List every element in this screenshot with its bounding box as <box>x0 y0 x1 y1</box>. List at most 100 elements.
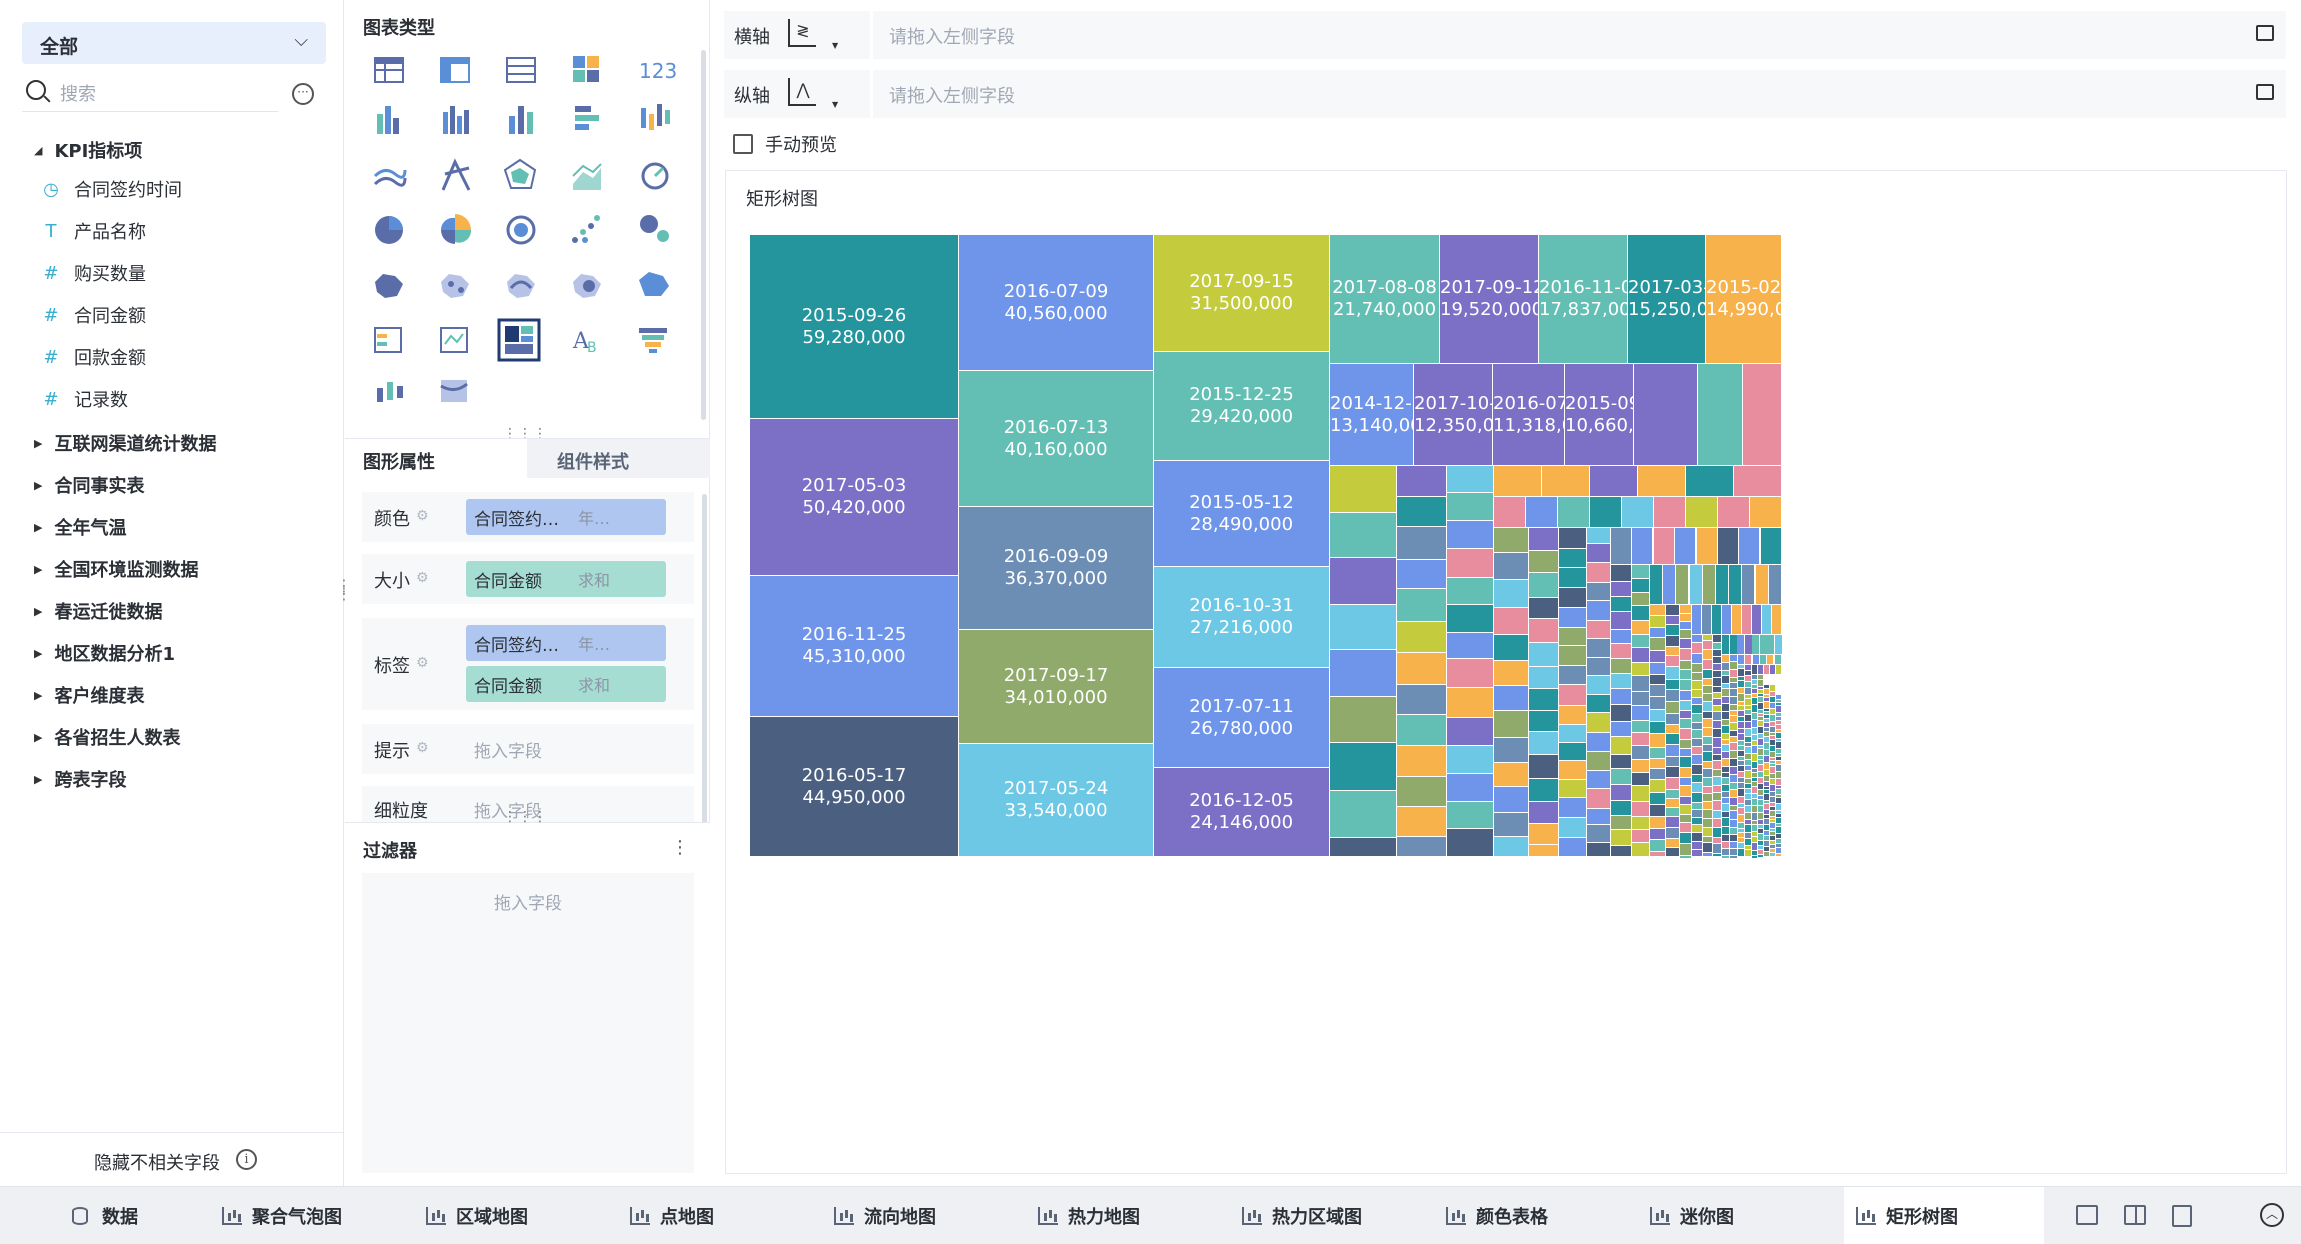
treemap-node[interactable] <box>1559 725 1587 743</box>
treemap-node[interactable] <box>1666 625 1680 636</box>
treemap-node[interactable] <box>1559 549 1587 568</box>
treemap-node[interactable] <box>1752 821 1758 825</box>
treemap-node[interactable] <box>1738 778 1745 783</box>
mini-chart-icon[interactable] <box>440 327 468 353</box>
prop-granularity-row[interactable]: 细粒度 拖入字段 <box>362 786 694 822</box>
treemap-node[interactable] <box>1764 698 1770 702</box>
treemap-node[interactable] <box>1722 842 1730 849</box>
treemap-node[interactable] <box>1752 680 1758 685</box>
treemap-node[interactable] <box>1632 760 1650 773</box>
treemap-node[interactable] <box>1752 806 1758 813</box>
treemap-node[interactable] <box>1632 528 1653 565</box>
treemap-node[interactable] <box>1692 793 1703 803</box>
treemap-node[interactable] <box>1722 785 1730 792</box>
treemap-node[interactable] <box>1776 834 1782 839</box>
treemap-node[interactable] <box>1776 811 1782 814</box>
treemap-node[interactable]: 2017-05-03 50,420,000 <box>750 419 959 576</box>
treemap-node[interactable] <box>1703 787 1713 794</box>
treemap-node[interactable] <box>1698 364 1743 466</box>
treemap-node[interactable] <box>1703 670 1713 679</box>
treemap-node[interactable] <box>1730 856 1738 859</box>
treemap-node[interactable] <box>1730 705 1738 711</box>
treemap-node[interactable] <box>1770 727 1776 733</box>
treemap-node[interactable] <box>1770 820 1776 823</box>
treemap-node[interactable] <box>1752 741 1758 746</box>
gear-icon[interactable]: ⚙ <box>416 740 429 756</box>
treemap-node[interactable] <box>1752 773 1758 778</box>
treemap-node[interactable] <box>1738 734 1745 741</box>
treemap-node[interactable] <box>1745 833 1752 839</box>
treemap-node[interactable] <box>1776 665 1782 675</box>
treemap-node[interactable] <box>1666 656 1680 667</box>
treemap-node[interactable] <box>1752 851 1758 856</box>
treemap-node[interactable] <box>1758 834 1764 841</box>
treemap-node[interactable] <box>1745 695 1752 699</box>
treemap-node[interactable] <box>1722 655 1730 663</box>
treemap-node[interactable] <box>1692 643 1703 654</box>
treemap-node[interactable] <box>1703 737 1713 745</box>
treemap-node[interactable] <box>1738 694 1745 702</box>
treemap-node[interactable] <box>1666 745 1680 757</box>
treemap-node[interactable] <box>1680 740 1692 749</box>
treemap-node[interactable]: 2015-05-12 28,490,000 <box>1154 461 1330 567</box>
treemap-node[interactable] <box>1776 779 1782 786</box>
treemap-node[interactable] <box>1730 783 1738 790</box>
treemap-node[interactable] <box>1776 703 1782 706</box>
treemap-node[interactable] <box>1770 803 1776 807</box>
treemap-node[interactable] <box>1559 568 1587 588</box>
tab-sheet[interactable]: 热力地图 <box>1038 1187 1140 1244</box>
treemap-node[interactable] <box>1559 588 1587 608</box>
treemap-node[interactable] <box>1722 689 1730 697</box>
label-field-pill-2[interactable]: 合同金额 求和 <box>466 666 666 702</box>
treemap-node[interactable] <box>1775 655 1782 665</box>
treemap-node[interactable] <box>1650 734 1666 748</box>
treemap-node[interactable] <box>1730 655 1738 662</box>
treemap-node[interactable] <box>1738 722 1745 729</box>
treemap-node[interactable] <box>1722 856 1730 859</box>
field-item[interactable]: # 记录数 <box>40 386 128 412</box>
treemap-node[interactable] <box>1632 648 1650 663</box>
treemap-node[interactable]: 2017-08-08 21,740,000 <box>1330 235 1440 364</box>
treemap-node[interactable] <box>1559 743 1587 761</box>
treemap-node[interactable] <box>1713 650 1722 657</box>
treemap-node[interactable] <box>1713 687 1722 693</box>
prop-color-row[interactable]: 颜色 ⚙ 合同签约… 年… <box>362 492 694 542</box>
gauge-icon[interactable] <box>641 162 669 190</box>
treemap-node[interactable] <box>1632 565 1650 579</box>
treemap-node[interactable] <box>1764 732 1770 737</box>
treemap-node[interactable] <box>1729 565 1742 605</box>
treemap-node[interactable] <box>1770 665 1776 675</box>
treemap-node[interactable] <box>1703 712 1713 719</box>
treemap-node[interactable] <box>1692 765 1703 775</box>
treemap-node[interactable] <box>1676 565 1689 605</box>
treemap-node[interactable] <box>1770 733 1776 736</box>
treemap-node[interactable] <box>1680 768 1692 778</box>
treemap-node[interactable] <box>1764 790 1770 794</box>
treemap-node[interactable] <box>1529 711 1559 732</box>
treemap-node[interactable] <box>1650 710 1666 722</box>
treemap-node[interactable] <box>1680 691 1692 701</box>
horizontal-bar-icon[interactable] <box>575 106 599 130</box>
treemap-node[interactable] <box>1730 670 1738 678</box>
treemap-node[interactable] <box>1397 527 1447 560</box>
treemap-node[interactable] <box>1752 635 1760 655</box>
treemap-node[interactable] <box>1447 466 1494 493</box>
bubble-icon[interactable] <box>640 215 669 242</box>
treemap-node[interactable] <box>1767 655 1774 665</box>
treemap-node[interactable] <box>1742 605 1752 635</box>
treemap-node[interactable] <box>1666 757 1680 767</box>
treemap-node[interactable] <box>1632 579 1650 593</box>
drag-handle-icon[interactable]: ⋮⋮⋮ <box>503 809 548 825</box>
treemap-node[interactable] <box>1764 737 1770 743</box>
treemap-node[interactable] <box>1634 364 1698 466</box>
treemap-node[interactable] <box>1776 717 1782 721</box>
treemap-node[interactable] <box>1529 551 1559 573</box>
treemap-node[interactable] <box>1680 649 1692 661</box>
stacked-bar-icon[interactable] <box>509 106 533 134</box>
treemap-node[interactable] <box>1666 808 1680 817</box>
treemap-node[interactable] <box>1632 721 1650 733</box>
treemap-node[interactable] <box>1758 790 1764 796</box>
treemap-node[interactable] <box>1713 819 1722 828</box>
treemap-node[interactable] <box>1764 689 1770 695</box>
treemap-node[interactable] <box>1587 563 1611 583</box>
